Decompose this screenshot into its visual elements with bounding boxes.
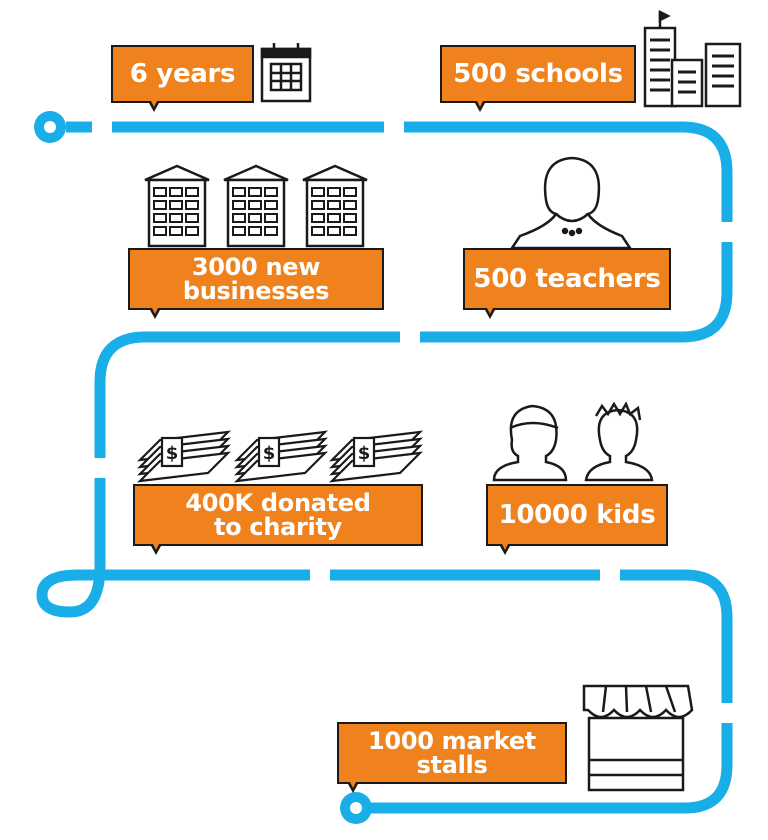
start-marker [34,111,66,143]
milestone-400k-charity: 400K donated to charity [133,484,423,546]
milestone-label: 500 schools [453,59,623,89]
winding-path [36,121,733,814]
money-stack: $ [233,430,329,483]
svg-text:$: $ [358,443,371,464]
office-building [302,164,368,248]
calendar-icon [260,43,312,103]
callout-tail [485,308,495,319]
office-building [223,164,289,248]
end-marker [340,792,372,824]
callout-tail [150,308,160,319]
milestone-label: 400K donated to charity [185,489,371,541]
money-stack: $ [328,430,424,483]
milestone-label: 6 years [129,59,236,89]
milestone-label: 3000 new businesses [182,253,330,305]
office-buildings-icon [144,164,368,248]
milestone-500-teachers: 500 teachers [463,248,671,310]
callout-tail [500,544,510,555]
market-stall-icon [582,684,694,792]
callout-tail [348,782,358,793]
milestone-10000-kids: 10000 kids [486,484,668,546]
school-buildings-icon [643,9,742,108]
milestone-1000-market-stalls: 1000 market stalls [337,722,567,784]
svg-text:$: $ [166,443,179,464]
milestone-3000-businesses: 3000 new businesses [128,248,384,310]
callout-tail [475,101,485,112]
milestone-label: 10000 kids [498,500,656,530]
money-stack: $ [136,430,232,483]
svg-text:$: $ [263,443,276,464]
office-building [144,164,210,248]
teacher-icon [509,156,633,250]
milestone-500-schools: 500 schools [440,45,636,103]
callout-tail [149,101,159,112]
milestone-label: 500 teachers [473,264,661,294]
callout-tail [151,544,161,555]
money-stacks-icon: $ $ $ [136,430,424,483]
milestone-6-years: 6 years [111,45,254,103]
milestone-label: 1000 market stalls [368,727,536,779]
kids-icon [492,401,654,482]
